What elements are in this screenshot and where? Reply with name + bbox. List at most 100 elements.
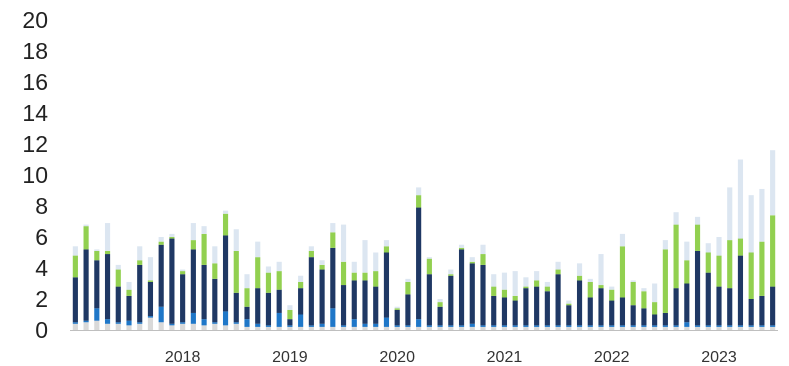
bar-segment-light-gray (115, 323, 121, 330)
bar-segment-light-blue (287, 305, 293, 310)
bar-segment-blue (340, 325, 347, 327)
bar-segment-navy (351, 280, 357, 320)
bar-segment-navy (512, 300, 518, 326)
bar-segment-blue (609, 325, 615, 327)
bar-segment-navy (126, 295, 132, 321)
bar-segment-blue (351, 319, 357, 327)
bar-segment-light-gray (169, 325, 175, 330)
x-axis: 2018 2019 2020 2021 2022 2023 (70, 330, 778, 366)
bar-segment-green (662, 249, 668, 313)
bar-segment-blue (716, 325, 722, 327)
bar-segment-green (759, 241, 765, 296)
bar-segment-light-gray (137, 323, 143, 330)
bar-segment-green (534, 280, 540, 287)
bar-segment-blue (115, 322, 121, 324)
bar-segment-navy (287, 319, 293, 326)
y-tick-label: 6 (35, 224, 48, 250)
bar-segment-green (180, 271, 186, 275)
bar-segment-light-blue (212, 246, 218, 264)
bar-segment-green (416, 195, 422, 208)
bar-segment-navy (652, 314, 658, 326)
bar-segment-green (330, 232, 336, 248)
bar-segment-green (158, 241, 164, 245)
bar-segment-light-gray (694, 326, 701, 330)
bar-segment-green (630, 281, 636, 306)
bar-segment-green (458, 247, 465, 250)
bar-segment-green (373, 271, 379, 287)
bar-segment-light-blue (147, 257, 154, 281)
bar-segment-green (298, 281, 304, 289)
bar-segment-green (737, 238, 744, 256)
bar-segment-blue (233, 322, 239, 324)
bar-segment-green (469, 261, 475, 264)
bar-segment-navy (544, 291, 550, 326)
bar-segment-light-blue (512, 271, 518, 296)
bar-segment-navy (662, 312, 668, 326)
bar-segment-light-blue (544, 281, 550, 287)
bar-segment-green (351, 272, 357, 281)
bar-segment-green (308, 250, 314, 258)
bar-segment-navy (534, 286, 540, 326)
bar-segment-light-blue (233, 229, 239, 251)
bar-segment-light-gray (652, 326, 658, 330)
bar-segment-navy (158, 244, 164, 307)
bar-segment-green (576, 275, 583, 281)
bar-segment-light-gray (566, 326, 572, 330)
bar-segment-navy (169, 238, 175, 324)
bar-segment-navy (523, 288, 529, 326)
bar-segment-light-gray (609, 326, 615, 330)
bar-segment-light-gray (308, 326, 314, 330)
bar-segment-green (491, 286, 497, 296)
bar-segment-blue (512, 325, 518, 327)
bar-segment-blue (201, 319, 207, 326)
bar-segment-light-blue (330, 223, 336, 233)
bar-segment-light-gray (233, 323, 239, 330)
bar-segment-light-blue (265, 266, 272, 273)
bar-segment-navy (83, 249, 89, 321)
bar-segment-blue (126, 320, 132, 326)
bar-segment-light-gray (340, 326, 347, 330)
bar-segment-blue (169, 323, 175, 326)
bar-segment-blue (566, 325, 572, 327)
bar-segment-navy (147, 281, 154, 317)
bar-segment-light-blue (523, 277, 529, 287)
bar-segment-green (394, 308, 400, 310)
y-tick-label: 0 (35, 317, 48, 343)
bar-segment-navy (555, 274, 561, 326)
bar-segment-navy (212, 278, 218, 323)
bar-segment-green (523, 286, 529, 289)
bar-segment-blue (158, 306, 164, 323)
bar-segment-green (222, 213, 229, 236)
bar-segment-light-blue (716, 237, 722, 256)
bar-segment-light-gray (94, 320, 100, 330)
bar-segment-blue (426, 325, 432, 327)
bar-segment-green (319, 264, 325, 270)
bar-segment-light-gray (501, 326, 508, 330)
bar-segment-light-gray (330, 326, 336, 330)
bar-segment-light-blue (308, 246, 314, 251)
bar-segment-light-gray (265, 326, 272, 330)
bar-segment-light-gray (362, 326, 368, 330)
bar-segment-green (137, 260, 143, 265)
bar-segment-light-blue (576, 263, 583, 276)
bar-segment-green (147, 280, 154, 282)
bar-segment-blue (727, 325, 733, 327)
bar-segment-light-blue (630, 280, 636, 282)
bar-segment-light-blue (126, 281, 132, 290)
bar-segment-blue (480, 325, 486, 327)
bar-segment-light-gray (147, 317, 154, 330)
bar-segment-navy (201, 264, 207, 320)
bar-segment-blue (405, 325, 411, 327)
bar-segment-light-blue (83, 224, 89, 227)
bar-segment-light-blue (469, 257, 475, 262)
bar-segment-blue (383, 317, 390, 327)
bar-segment-light-gray (255, 326, 261, 330)
bar-segment-green (115, 269, 121, 287)
bar-segment-green (94, 250, 100, 261)
bar-segment-blue (555, 325, 561, 327)
bar-segment-navy (770, 286, 776, 326)
bar-segment-light-blue (652, 283, 658, 303)
bar-segment-navy (748, 299, 754, 326)
bar-segment-light-blue (351, 261, 357, 273)
